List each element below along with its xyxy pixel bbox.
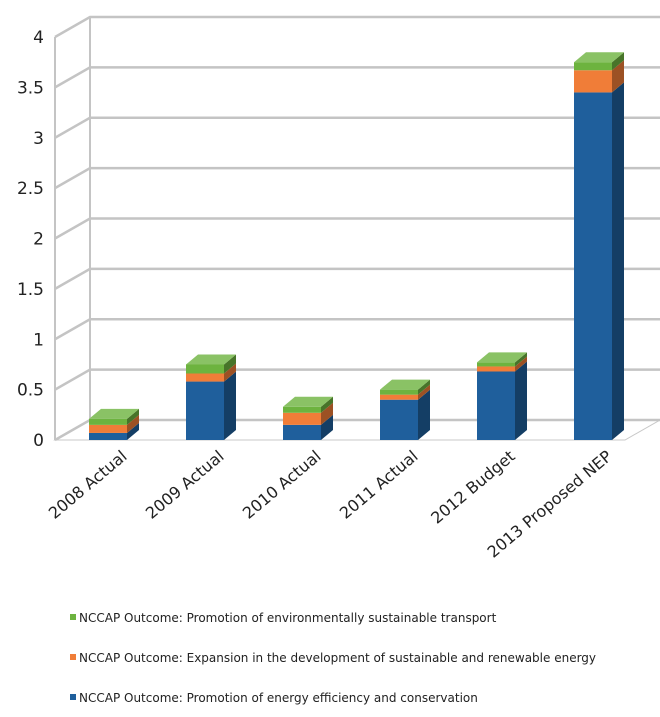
legend-swatch [70,614,76,620]
y-tick-label: 4 [33,28,44,48]
bar-segment-side [321,402,333,425]
chart-legend: NCCAP Outcome: Promotion of environmenta… [70,611,596,705]
bar-segment [186,381,224,440]
gridline [54,15,660,39]
y-tick-label: 3.5 [17,78,44,98]
bar-stack [477,352,527,440]
gridline [54,267,660,290]
x-tick-label: 2010 Actual [239,447,325,523]
bar-segment [89,418,127,425]
y-tick-label: 1.5 [17,280,44,300]
bar-segment-side [515,352,527,367]
bar-segment-side [224,371,236,440]
y-tick-label: 1 [33,330,44,350]
bar-segment [283,406,321,413]
bar-segment [380,394,418,400]
bar-segment-side [612,52,624,71]
bar-segment-side [612,60,624,93]
bar-segment-side [224,354,236,374]
bar-segment-side [515,361,527,440]
y-tick-label: 0.5 [17,381,44,401]
bar-segment [283,412,321,425]
bar-segment [186,373,224,382]
chart-bars [89,52,624,440]
bar-segment [283,424,321,440]
bar-segment [477,371,515,440]
bar-segment-side [127,414,139,433]
bar-segment-side [321,414,333,440]
bar-segment-side [515,356,527,372]
legend-label: NCCAP Outcome: Expansion in the developm… [79,651,596,665]
bar-segment-side [612,82,624,440]
y-axis-ticks: 0 0.5 1 1.5 2 2.5 3 3.5 4 [17,28,44,451]
gridline [54,66,660,89]
bar-segment-side [418,379,430,395]
bar-segment [477,362,515,367]
bar-top [283,396,333,407]
bar-segment [89,432,127,440]
bar-segment-side [127,422,139,440]
bar-segment-side [224,363,236,382]
bar-segment [574,70,612,93]
bar-stack [186,354,236,440]
bar-stack [574,52,624,440]
legend-label: NCCAP Outcome: Promotion of energy effic… [79,691,478,705]
bar-segment [380,399,418,440]
bar-segment-side [418,389,430,440]
bar-stack [89,408,139,440]
x-tick-label: 2009 Actual [142,447,228,523]
gridline [54,116,660,139]
gridline [54,318,660,341]
bar-segment [380,389,418,395]
bar-segment-side [127,408,139,425]
bar-segment-side [418,384,430,400]
x-tick-label: 2008 Actual [45,447,131,523]
bar-segment-side [321,396,333,413]
bar-segment [186,364,224,374]
chart-floor [53,419,660,441]
y-tick-label: 3 [33,129,44,149]
bar-top [574,52,624,63]
gridline [54,368,660,391]
bar-segment [574,62,612,71]
bar-top [186,354,236,365]
gridline [54,166,660,190]
bar-stack [283,396,333,440]
bar-segment [574,92,612,440]
y-tick-label: 2 [33,230,44,250]
bar-top [89,408,139,419]
bar-segment [89,424,127,433]
bar-segment [477,366,515,372]
y-tick-label: 0 [33,431,44,451]
legend-swatch [70,654,76,660]
x-axis-labels: 2008 Actual 2009 Actual 2010 Actual 2011 Ac… [45,446,616,561]
bar-top [380,379,430,390]
bar-stack [380,379,430,440]
y-tick-label: 2.5 [17,179,44,199]
chart-grid [53,15,660,442]
legend-swatch [70,694,76,700]
x-tick-label: 2012 Budget [427,447,518,528]
gridline [54,217,660,240]
x-tick-label: 2011 Actual [336,447,422,523]
legend-label: NCCAP Outcome: Promotion of environmenta… [79,611,497,625]
bar-top [477,352,527,363]
